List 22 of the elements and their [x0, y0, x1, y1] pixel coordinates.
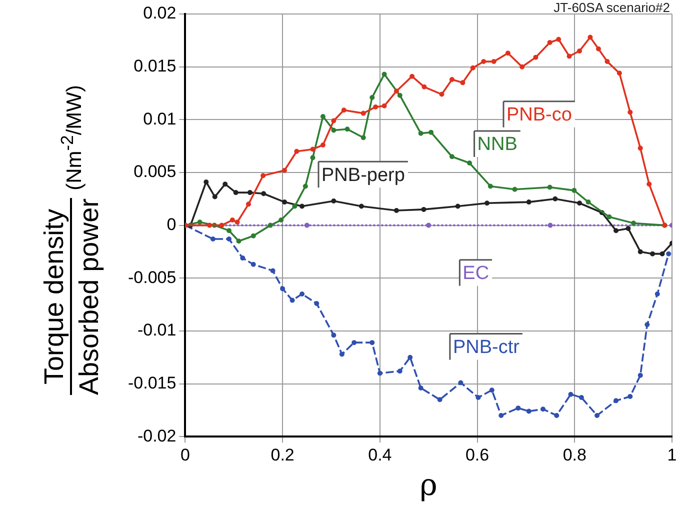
y-tick-label: 0.005 [134, 162, 176, 182]
series-label: PNB-perp [322, 164, 405, 186]
x-tick-label: 0.4 [368, 445, 392, 464]
x-tick-label: 0 [180, 445, 190, 464]
y-tick-label: 0.01 [143, 109, 176, 128]
annotation: JT-60SA scenario#2 [554, 0, 670, 15]
x-tick-label: 0.8 [562, 445, 586, 464]
y-tick-label: 0.015 [134, 56, 176, 76]
y-tick-label: 0 [166, 214, 176, 234]
series-label: EC [462, 263, 490, 284]
y-tick-label: 0.02 [143, 4, 176, 23]
series-label: NNB [477, 134, 518, 156]
series-label: PNB-ctr [452, 337, 520, 358]
y-tick-label: -0.02 [137, 426, 176, 446]
y-tick-label: -0.01 [137, 320, 176, 340]
x-tick-label: 1 [667, 445, 677, 464]
x-tick-label: 0.6 [465, 445, 490, 464]
text: PNB-co [506, 104, 572, 126]
x-tick-label: 0.2 [270, 445, 294, 464]
y-tick-label: -0.005 [128, 268, 176, 287]
y-tick-label: -0.015 [128, 373, 176, 392]
x-axis-title: ρ [420, 468, 438, 503]
